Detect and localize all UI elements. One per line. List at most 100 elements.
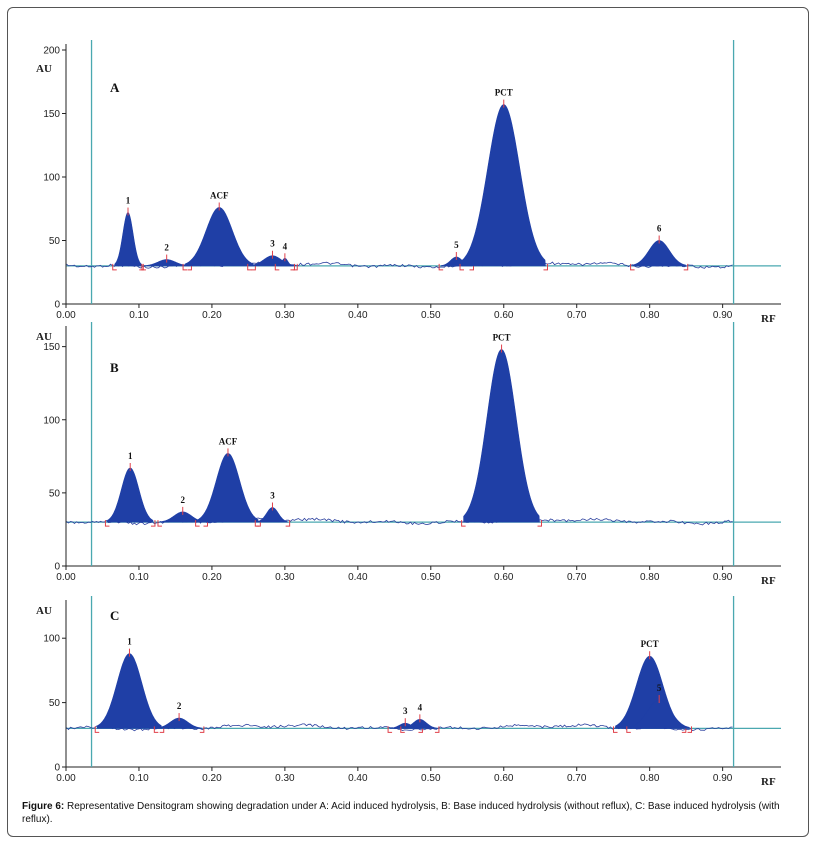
peak-label: ACF <box>219 436 238 446</box>
peak-label: PCT <box>641 639 659 649</box>
peak-start-bracket <box>400 726 405 733</box>
x-tick-label: 0.90 <box>713 572 733 583</box>
x-tick-label: 0.60 <box>494 310 514 321</box>
peak-label: 4 <box>283 241 288 251</box>
x-tick-label: 0.20 <box>202 310 222 321</box>
y-tick-label: 150 <box>43 109 60 120</box>
peak-start-bracket <box>141 263 146 271</box>
peak-end-bracket <box>683 263 689 271</box>
peak-label: 3 <box>270 491 275 501</box>
panel-b-chart: 0 50 100 150 0.00 0.10 0.20 0.30 0.40 0.50 0.60 0.7… <box>36 322 781 587</box>
y-tick-label: 0 <box>54 300 60 311</box>
x-tick-label: 0.80 <box>640 773 660 784</box>
peak-label: PCT <box>493 333 511 343</box>
peak-label: 2 <box>164 243 169 253</box>
y-tick-label: 100 <box>43 173 60 184</box>
peak-start-bracket <box>459 263 465 271</box>
x-tick-label: 0.90 <box>713 310 733 321</box>
peak-start-bracket <box>182 263 188 271</box>
x-tick-label: 0.30 <box>275 310 295 321</box>
peak-1-area <box>114 212 142 267</box>
x-tick-label: 0.00 <box>56 310 76 321</box>
x-tick-label: 0.40 <box>348 572 368 583</box>
y-tick-label: 200 <box>43 46 60 57</box>
y-axis-label: AU <box>36 63 52 75</box>
peak-label: 5 <box>454 240 459 250</box>
peak-start-bracket <box>438 263 444 271</box>
peak-label: 1 <box>127 637 132 647</box>
y-tick-label: 100 <box>43 634 60 645</box>
peak-start-bracket <box>195 520 200 527</box>
peak-1-area <box>107 467 154 523</box>
peak-6-area <box>632 240 687 267</box>
peak-end-bracket <box>290 263 295 271</box>
x-tick-label: 0.70 <box>567 572 587 583</box>
peak-end-bracket <box>543 263 548 271</box>
x-tick-label: 0.00 <box>56 773 76 784</box>
y-tick-label: 50 <box>49 488 61 499</box>
peak-start-bracket <box>112 263 117 271</box>
peak-label: 3 <box>403 706 408 716</box>
peak-start-bracket <box>626 726 631 733</box>
peak-start-bracket <box>94 726 100 733</box>
peak-start-bracket <box>387 726 393 733</box>
figure-caption: Figure 6: Representative Densitogram sho… <box>22 800 802 826</box>
x-tick-label: 0.30 <box>275 773 295 784</box>
x-tick-label: 0.70 <box>567 310 587 321</box>
panel-letter: B <box>110 360 119 375</box>
peak-acf-area <box>184 207 254 267</box>
x-tick-label: 0.50 <box>421 773 441 784</box>
peak-start-bracket <box>613 726 618 733</box>
peak-label: 4 <box>418 702 423 712</box>
x-tick-label: 0.60 <box>494 572 514 583</box>
peak-end-bracket <box>537 520 543 527</box>
y-tick-label: 0 <box>54 562 60 573</box>
x-tick-label: 0.60 <box>494 773 514 784</box>
y-tick-label: 50 <box>49 236 61 247</box>
peak-acf-area <box>197 453 259 523</box>
x-tick-label: 0.40 <box>348 773 368 784</box>
peak-label: 3 <box>270 239 275 249</box>
panel-letter: A <box>110 80 120 95</box>
peak-start-bracket <box>157 520 162 527</box>
y-tick-label: 150 <box>43 342 60 353</box>
peak-label: 5 <box>657 683 662 693</box>
peak-end-bracket <box>687 726 693 733</box>
peak-label: 2 <box>180 495 185 505</box>
x-tick-label: 0.10 <box>129 310 149 321</box>
peak-1-area <box>96 653 163 729</box>
panel-letter: C <box>110 608 119 623</box>
y-tick-label: 0 <box>54 763 60 774</box>
peak-pct-area <box>461 104 546 267</box>
x-tick-label: 0.30 <box>275 572 295 583</box>
x-tick-label: 0.20 <box>202 572 222 583</box>
x-axis-label: RF <box>761 575 776 587</box>
x-tick-label: 0.80 <box>640 572 660 583</box>
caption-text: Representative Densitogram showing degra… <box>22 801 780 825</box>
peak-start-bracket <box>247 263 252 271</box>
x-tick-label: 0.50 <box>421 572 441 583</box>
x-tick-label: 0.80 <box>640 310 660 321</box>
peak-end-bracket <box>285 520 291 527</box>
peak-start-bracket <box>153 726 159 733</box>
y-axis-label: AU <box>36 331 52 343</box>
peak-start-bracket <box>274 263 280 271</box>
peak-start-bracket <box>630 263 635 271</box>
y-axis-label: AU <box>36 605 52 617</box>
x-tick-label: 0.00 <box>56 572 76 583</box>
x-tick-label: 0.50 <box>421 310 441 321</box>
peak-label: ACF <box>210 190 229 200</box>
caption-label: Figure 6: <box>22 801 65 812</box>
peak-label: 6 <box>657 224 662 234</box>
x-tick-label: 0.70 <box>567 773 587 784</box>
peak-label: 2 <box>177 701 182 711</box>
peak-start-bracket <box>104 520 110 527</box>
panel-c-chart: 0 50 100 0.00 0.10 0.20 0.30 0.40 0.50 0.60 0.70 0.… <box>36 596 781 788</box>
peak-label: PCT <box>495 88 513 98</box>
peak-end-bracket <box>434 726 440 733</box>
peak-start-bracket <box>461 520 466 527</box>
x-tick-label: 0.10 <box>129 572 149 583</box>
x-tick-label: 0.40 <box>348 310 368 321</box>
peak-label: 1 <box>126 196 131 206</box>
